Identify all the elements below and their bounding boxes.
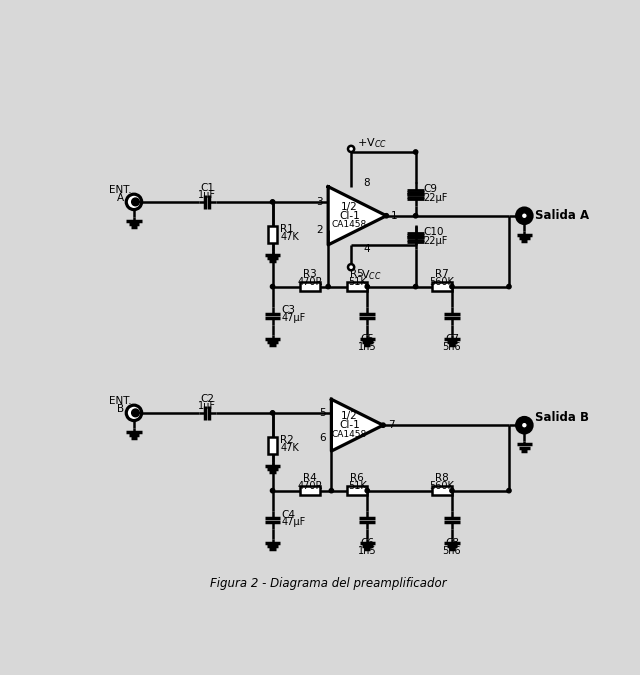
Text: R3: R3 (303, 269, 317, 279)
Text: -V$_{CC}$: -V$_{CC}$ (357, 268, 382, 281)
Circle shape (450, 284, 454, 289)
Text: 6: 6 (319, 433, 326, 443)
Bar (348, 282, 367, 291)
Circle shape (329, 489, 333, 493)
Bar (432, 282, 452, 291)
Text: C5: C5 (360, 334, 374, 344)
Circle shape (413, 213, 418, 218)
Circle shape (348, 146, 354, 152)
Text: 22µF: 22µF (423, 236, 448, 246)
Circle shape (326, 284, 330, 289)
Text: 47K: 47K (280, 232, 299, 242)
Bar (300, 282, 320, 291)
Text: R5: R5 (350, 269, 364, 279)
Circle shape (271, 410, 275, 415)
Text: R6: R6 (350, 473, 364, 483)
Text: C4: C4 (282, 510, 296, 520)
Text: 7: 7 (388, 421, 394, 430)
Circle shape (126, 194, 141, 210)
Text: 5n6: 5n6 (443, 342, 461, 352)
Circle shape (507, 284, 511, 289)
Text: CA1458: CA1458 (332, 221, 367, 230)
Text: C2: C2 (200, 394, 214, 404)
Text: 1/2: 1/2 (341, 202, 358, 211)
Circle shape (384, 213, 388, 218)
Text: 47µF: 47µF (282, 313, 306, 323)
Text: 1µF: 1µF (198, 190, 216, 200)
Text: 8: 8 (364, 178, 370, 188)
Text: 2: 2 (316, 225, 323, 235)
Circle shape (516, 208, 532, 223)
Bar (268, 437, 277, 454)
Text: Salida A: Salida A (535, 209, 589, 222)
Text: 1: 1 (391, 211, 397, 221)
Circle shape (365, 489, 369, 493)
Circle shape (516, 418, 532, 433)
Text: 4: 4 (364, 244, 370, 254)
Text: 470R: 470R (298, 481, 323, 491)
Circle shape (271, 284, 275, 289)
Text: ENT.: ENT. (109, 186, 131, 195)
Text: R4: R4 (303, 473, 317, 483)
Text: Figura 2 - Diagrama del preamplificador: Figura 2 - Diagrama del preamplificador (210, 577, 446, 591)
Text: R2: R2 (280, 435, 294, 445)
Text: 1n5: 1n5 (358, 342, 376, 352)
Circle shape (365, 284, 369, 289)
Bar (432, 486, 452, 495)
Text: C10: C10 (423, 227, 444, 237)
Bar (300, 486, 320, 495)
Text: B: B (116, 404, 124, 414)
Text: ENT.: ENT. (109, 396, 131, 406)
Text: C9: C9 (423, 184, 437, 194)
Polygon shape (332, 400, 383, 451)
Text: 560K: 560K (429, 481, 454, 491)
Bar (348, 486, 367, 495)
Circle shape (522, 423, 527, 428)
Text: 22µF: 22µF (423, 193, 448, 203)
Text: 3: 3 (316, 197, 323, 207)
Polygon shape (328, 187, 387, 245)
Text: R7: R7 (435, 269, 449, 279)
Text: C3: C3 (282, 306, 296, 315)
Text: 51K: 51K (348, 277, 367, 287)
Text: CA1458: CA1458 (332, 430, 367, 439)
Text: 470R: 470R (298, 277, 323, 287)
Text: 1/2: 1/2 (341, 411, 358, 421)
Circle shape (450, 489, 454, 493)
Text: 47K: 47K (280, 443, 299, 452)
Circle shape (413, 150, 418, 154)
Text: A: A (116, 193, 124, 203)
Text: 51K: 51K (348, 481, 367, 491)
Circle shape (126, 405, 141, 421)
Text: 5: 5 (319, 408, 326, 418)
Text: C8: C8 (445, 538, 459, 548)
Text: C7: C7 (445, 334, 459, 344)
Circle shape (271, 489, 275, 493)
Text: Salida B: Salida B (535, 411, 589, 424)
Bar (268, 225, 277, 243)
Circle shape (132, 198, 140, 206)
Text: 47µF: 47µF (282, 517, 306, 527)
Text: 560K: 560K (429, 277, 454, 287)
Circle shape (413, 284, 418, 289)
Circle shape (271, 200, 275, 204)
Text: +V$_{CC}$: +V$_{CC}$ (357, 136, 387, 150)
Circle shape (132, 409, 140, 416)
Text: 1µF: 1µF (198, 401, 216, 411)
Circle shape (381, 423, 385, 427)
Text: C6: C6 (360, 538, 374, 548)
Text: R1: R1 (280, 224, 294, 234)
Text: R8: R8 (435, 473, 449, 483)
Text: C1: C1 (200, 183, 214, 193)
Circle shape (522, 213, 527, 219)
Text: 1n5: 1n5 (358, 545, 376, 556)
Text: CI-1: CI-1 (339, 421, 360, 430)
Text: CI-1: CI-1 (339, 211, 360, 221)
Circle shape (348, 264, 354, 270)
Circle shape (507, 489, 511, 493)
Text: 5n6: 5n6 (443, 545, 461, 556)
